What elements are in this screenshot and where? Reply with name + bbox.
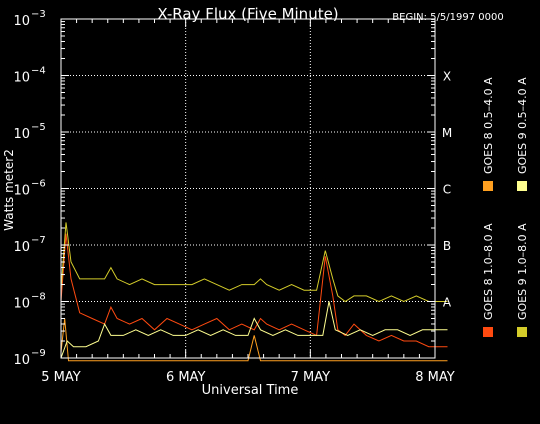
legend-swatch [517,181,527,191]
legend: GOES 8 1.0–8.0 A GOES 8 0.5–4.0 A GOES 9 1… [482,77,529,337]
y-tick-label: 10 [13,184,30,199]
series-group [60,222,448,362]
y-tick-exponent: −9 [31,348,46,359]
series-line [60,301,448,359]
y-tick-label: 10 [13,127,30,142]
legend-label: GOES 9 1.0–8.0 A [516,223,529,320]
x-tick-label: 6 MAY [166,370,206,385]
axes-ticks: 10 −310 −410 −510 −610 −710 −810 −95 MAY 6 MAY 7 … [13,9,454,385]
x-tick-label: 5 MAY [41,370,81,385]
flare-class-label: X [443,70,451,84]
legend-swatch [483,327,493,337]
flare-class-label: B [443,239,451,253]
legend-label: GOES 8 1.0–8.0 A [482,223,495,320]
y-tick-exponent: −8 [31,292,46,303]
grid-lines [61,19,435,358]
y-tick-exponent: −3 [31,9,46,20]
x-tick-label: 8 MAY [415,370,455,385]
y-tick-exponent: −7 [31,235,46,246]
flare-class-label: A [443,296,452,310]
y-tick-label: 10 [13,240,30,255]
flare-class-label: C [443,183,451,197]
legend-label: GOES 8 0.5–4.0 A [482,77,495,174]
y-tick-exponent: −4 [31,66,46,77]
y-tick-label: 10 [13,353,30,368]
x-axis-label: Universal Time [202,383,299,398]
y-tick-label: 10 [13,14,30,29]
begin-label: BEGIN: 5/5/1997 0000 [392,12,503,23]
y-tick-label: 10 [13,71,30,86]
y-tick-exponent: −5 [31,122,46,133]
legend-swatch [483,181,493,191]
series-line [60,318,448,362]
x-tick-label: 7 MAY [291,370,331,385]
y-tick-exponent: −6 [31,179,46,190]
flare-class-label: M [442,126,452,140]
y-axis-label: Watts meter2 [2,149,16,231]
y-tick-label: 10 [13,297,30,312]
legend-label: GOES 9 0.5–4.0 A [516,77,529,174]
legend-swatch [517,327,527,337]
series-line [60,222,448,303]
